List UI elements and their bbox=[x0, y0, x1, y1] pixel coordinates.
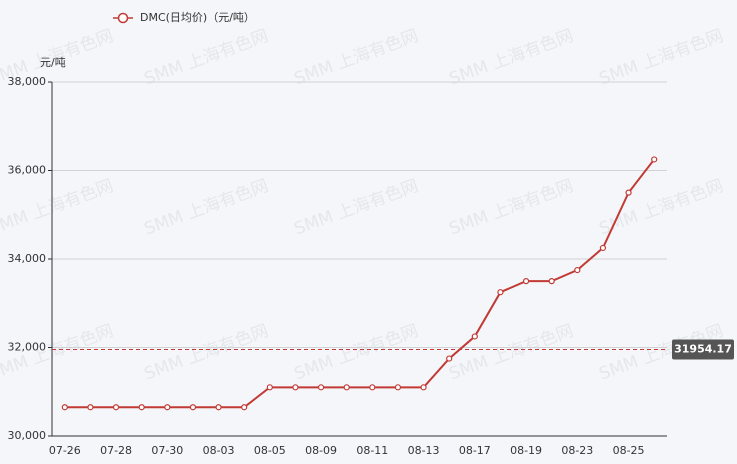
y-axis-label: 元/吨 bbox=[40, 56, 66, 69]
x-tick-label: 08-23 bbox=[561, 444, 593, 457]
y-tick-label: 38,000 bbox=[8, 75, 47, 88]
data-point bbox=[317, 384, 325, 391]
series-line bbox=[64, 158, 655, 409]
data-point bbox=[369, 384, 376, 391]
data-point bbox=[189, 404, 197, 411]
watermark: SMM 上海有色网 bbox=[292, 26, 421, 89]
watermark: SMM 上海有色网 bbox=[142, 176, 271, 239]
x-tick-label: 08-25 bbox=[613, 444, 645, 457]
watermark: SMM 上海有色网 bbox=[292, 321, 421, 384]
watermark: SMM 上海有色网 bbox=[597, 176, 726, 239]
data-point bbox=[87, 404, 94, 411]
data-point bbox=[292, 384, 299, 391]
watermark: SMM 上海有色网 bbox=[447, 321, 576, 384]
data-point bbox=[266, 384, 273, 391]
x-tick-label: 08-03 bbox=[203, 444, 235, 457]
watermark: SMM 上海有色网 bbox=[142, 26, 271, 89]
x-tick-label: 08-13 bbox=[408, 444, 440, 457]
legend-label[interactable]: DMC(日均价)（元/吨） bbox=[140, 11, 255, 24]
watermark: SMM 上海有色网 bbox=[292, 176, 421, 239]
data-point bbox=[215, 404, 222, 411]
x-tick-label: 07-28 bbox=[100, 444, 132, 457]
data-point bbox=[574, 266, 581, 274]
x-tick-label: 07-30 bbox=[151, 444, 183, 457]
data-point bbox=[343, 384, 350, 391]
watermark: SMM 上海有色网 bbox=[447, 176, 576, 239]
data-point bbox=[420, 384, 427, 391]
x-tick-label: 08-11 bbox=[356, 444, 388, 457]
y-tick-label: 30,000 bbox=[8, 429, 47, 442]
watermark: SMM 上海有色网 bbox=[447, 26, 576, 89]
watermark: SMM 上海有色网 bbox=[142, 321, 271, 384]
x-tick-label: 08-19 bbox=[510, 444, 542, 457]
data-point bbox=[625, 189, 632, 196]
x-tick-label: 07-26 bbox=[49, 444, 81, 457]
data-point bbox=[164, 404, 171, 411]
data-point bbox=[471, 333, 478, 340]
data-point bbox=[241, 404, 248, 411]
watermark: SMM 上海有色网 bbox=[597, 26, 726, 89]
y-tick-label: 32,000 bbox=[8, 341, 47, 354]
x-tick-label: 08-09 bbox=[305, 444, 337, 457]
x-tick-label: 08-05 bbox=[254, 444, 286, 457]
watermarks: SMM 上海有色网 SMM 上海有色网 SMM 上海有色网 SMM 上海有色网 … bbox=[0, 26, 726, 384]
average-label-box bbox=[672, 339, 734, 360]
watermark: SMM 上海有色网 bbox=[0, 176, 116, 239]
data-point bbox=[522, 278, 530, 285]
data-point bbox=[651, 156, 658, 163]
data-point bbox=[138, 404, 145, 411]
data-point bbox=[61, 404, 68, 411]
data-point bbox=[497, 289, 504, 296]
x-tick-label: 08-17 bbox=[459, 444, 491, 457]
data-point bbox=[112, 404, 120, 411]
average-label: 31954.17 bbox=[674, 343, 732, 356]
data-point bbox=[599, 244, 607, 252]
y-tick-label: 34,000 bbox=[8, 252, 47, 265]
data-point bbox=[548, 278, 555, 285]
data-point bbox=[446, 355, 453, 362]
legend-symbol[interactable] bbox=[117, 12, 129, 24]
data-point bbox=[394, 384, 402, 391]
y-tick-label: 36,000 bbox=[8, 164, 47, 177]
